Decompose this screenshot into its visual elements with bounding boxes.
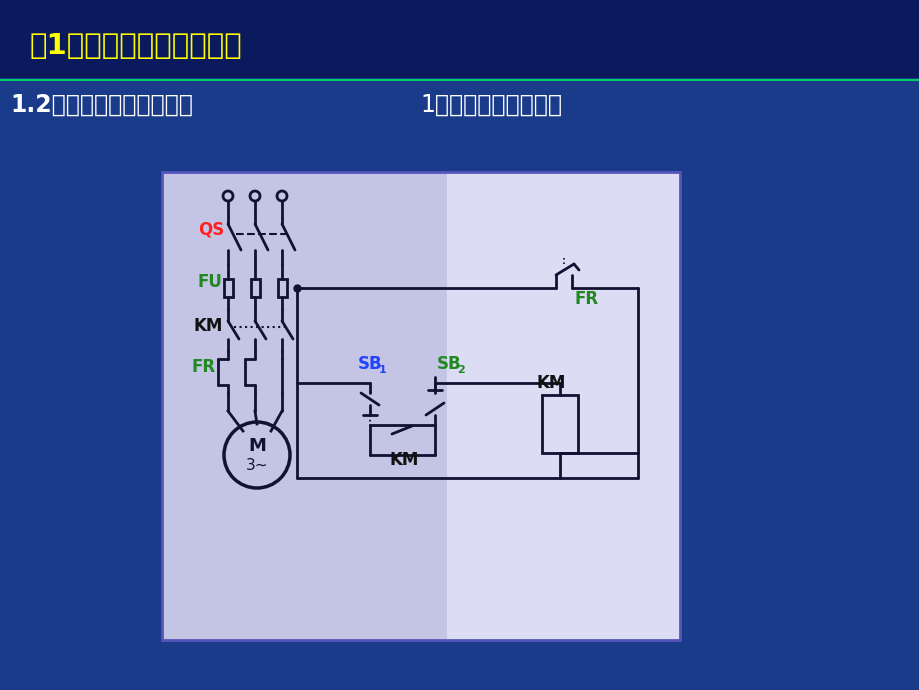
Bar [278,279,287,297]
Text: FU: FU [198,273,222,291]
Bar [541,395,577,453]
Bar [223,279,233,297]
Text: FR: FR [574,290,598,308]
Text: SB: SB [357,355,382,373]
Bar [251,279,260,297]
Text: KM: KM [194,317,223,335]
Text: 第1章：常用电气控制基础: 第1章：常用电气控制基础 [30,32,243,60]
Text: 1: 1 [379,365,386,375]
Text: 1.2电气控制系统基本环节: 1.2电气控制系统基本环节 [10,93,193,117]
Text: FR: FR [192,358,216,376]
Text: 3~: 3~ [245,457,268,473]
Text: M: M [248,437,266,455]
Text: KM: KM [537,374,566,392]
Text: KM: KM [390,451,419,469]
Polygon shape [447,172,679,640]
Polygon shape [0,0,919,78]
Polygon shape [162,172,447,640]
Text: SB: SB [437,355,461,373]
Text: 1）电路图及绘制原则: 1）电路图及绘制原则 [420,93,562,117]
Text: 2: 2 [457,365,464,375]
Text: QS: QS [198,220,224,238]
